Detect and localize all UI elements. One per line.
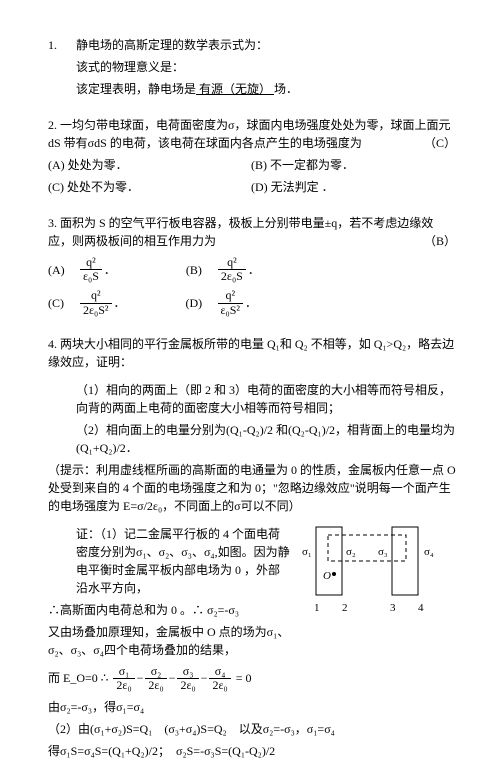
label-n1: 1 (314, 602, 320, 614)
label-s2: σ₂ (346, 546, 356, 558)
q3-num: 3. (48, 216, 57, 230)
q2-optB: (B) 不一定都为零． (251, 156, 354, 174)
q4-figure: O σ₁ σ₂ σ₃ σ₄ 1 2 3 4 (296, 519, 456, 634)
q3-row2: (C) q²2ε₀S² ． (D) q²ε₀S² ． (48, 289, 456, 316)
q1-text2: 该式的物理意义是： (48, 58, 456, 76)
q1-blank: 有源（无旋） (196, 82, 274, 96)
q4-f1: σ₁2ε₀ (113, 665, 134, 692)
q2-optC: (C) 处处不为零． (48, 178, 248, 196)
q4-leadtext: 两块大小相同的平行金属板所带的电量 Q₁和 Q₂ 不相等，如 Q₁>Q₂，略去边… (48, 337, 454, 369)
q3-stem: 3. 面积为 S 的空气平行板电容器，极板上分别带电量±q，若不考虑边缘效应，则… (48, 214, 456, 250)
q2-optA: (A) 处处为零． (48, 156, 248, 174)
label-s1: σ₁ (302, 546, 312, 558)
q4-s7: 得σ₁S=σ₄S=(Q₁+Q₂)/2； σ₂S=-σ₃S=(Q₁-Q₂)/2 (48, 742, 456, 760)
q3-fracC: q²2ε₀S² (80, 289, 112, 316)
q3-fracD: q²ε₀S² (218, 289, 244, 316)
q1-line1: 1. 静电场的高斯定理的数学表示式为： (48, 36, 456, 54)
q3-optD: (D) (186, 294, 216, 312)
q1-text1: 静电场的高斯定理的数学表示式为： (60, 38, 268, 52)
q3-text: 面积为 S 的空气平行板电容器，极板上分别带电量±q，若不考虑边缘效应，则两极板… (48, 216, 433, 248)
q4-s6: （2）由(σ₁+σ₂)S=Q₁ (σ₃+σ₄)S=Q₂ 以及σ₂=-σ₃，σ₁=… (48, 720, 456, 738)
q4-f4: σ₄2ε₀ (209, 665, 230, 692)
q2-answer: （C） (424, 134, 456, 152)
q4-f2: σ₂2ε₀ (145, 665, 166, 692)
label-O: O (323, 570, 331, 582)
q4-eq: 而 E_O=0 ∴ σ₁2ε₀ − σ₂2ε₀ − σ₃2ε₀ − σ₄2ε₀ … (48, 665, 456, 692)
q2-text: 一均匀带电球面，电荷面密度为σ，球面内电场强度处处为零，球面上面元 dS 带有σ… (48, 118, 450, 150)
q4-num: 4. (48, 337, 57, 351)
q3-answer: （B） (424, 232, 456, 250)
gauss-box (328, 535, 406, 561)
label-s3: σ₃ (378, 546, 388, 558)
q1-text3b: 场． (274, 82, 298, 96)
label-s4: σ₄ (424, 546, 434, 558)
q2-stem: 2. 一均匀带电球面，电荷面密度为σ，球面内电场强度处处为零，球面上面元 dS … (48, 116, 456, 152)
q2-opts-row2: (C) 处处不为零． (D) 无法判定 ． (48, 178, 456, 196)
q4-hint: （提示：利用虚线框所画的高斯面的电通量为 0 的性质，金属板内任意一点 O 处受… (48, 461, 456, 515)
plates-diagram: O σ₁ σ₂ σ₃ σ₄ 1 2 3 4 (296, 519, 456, 629)
q1-num: 1. (48, 38, 57, 52)
q4-s4a: 而 E_O=0 ∴ (48, 669, 108, 687)
q1-line3: 该定理表明，静电场是 有源（无旋） 场． (48, 80, 456, 98)
label-n4: 4 (418, 602, 424, 614)
q3-fracA: q²ε₀S (80, 256, 102, 283)
q4: 4. 两块大小相同的平行金属板所带的电量 Q₁和 Q₂ 不相等，如 Q₁>Q₂，… (48, 335, 456, 760)
q3-optC: (C) (48, 294, 78, 312)
q4-s5: 由σ₂=-σ₃，得σ₁=σ₄ (48, 698, 456, 716)
q4-f3: σ₃2ε₀ (177, 665, 198, 692)
q1-text3a: 该定理表明，静电场是 (76, 82, 196, 96)
q2-num: 2. (48, 118, 57, 132)
q1: 1. 静电场的高斯定理的数学表示式为： 该式的物理意义是： 该定理表明，静电场是… (48, 36, 456, 98)
q3-fracB: q²2ε₀S (218, 256, 246, 283)
point-O-dot (332, 572, 336, 576)
q3-optA: (A) (48, 261, 78, 279)
q4-p1: （1）相向的两面上（即 2 和 3）电荷的面密度的大小相等而符号相反，向背的两面… (48, 381, 456, 417)
q4-lead: 4. 两块大小相同的平行金属板所带的电量 Q₁和 Q₂ 不相等，如 Q₁>Q₂，… (48, 335, 456, 371)
q2-opts-row1: (A) 处处为零． (B) 不一定都为零． (48, 156, 456, 174)
q4-p2: （2）相向面上的电量分别为(Q₁-Q₂)/2 和(Q₂-Q₁)/2，相背面上的电… (48, 421, 456, 457)
label-n3: 3 (390, 602, 396, 614)
label-n2: 2 (342, 602, 348, 614)
q3-row1: (A) q²ε₀S ． (B) q²2ε₀S ． (48, 256, 456, 283)
q3: 3. 面积为 S 的空气平行板电容器，极板上分别带电量±q，若不考虑边缘效应，则… (48, 214, 456, 317)
q2-optD: (D) 无法判定 ． (251, 178, 334, 196)
q3-optB: (B) (186, 261, 216, 279)
q2: 2. 一均匀带电球面，电荷面密度为σ，球面内电场强度处处为零，球面上面元 dS … (48, 116, 456, 196)
